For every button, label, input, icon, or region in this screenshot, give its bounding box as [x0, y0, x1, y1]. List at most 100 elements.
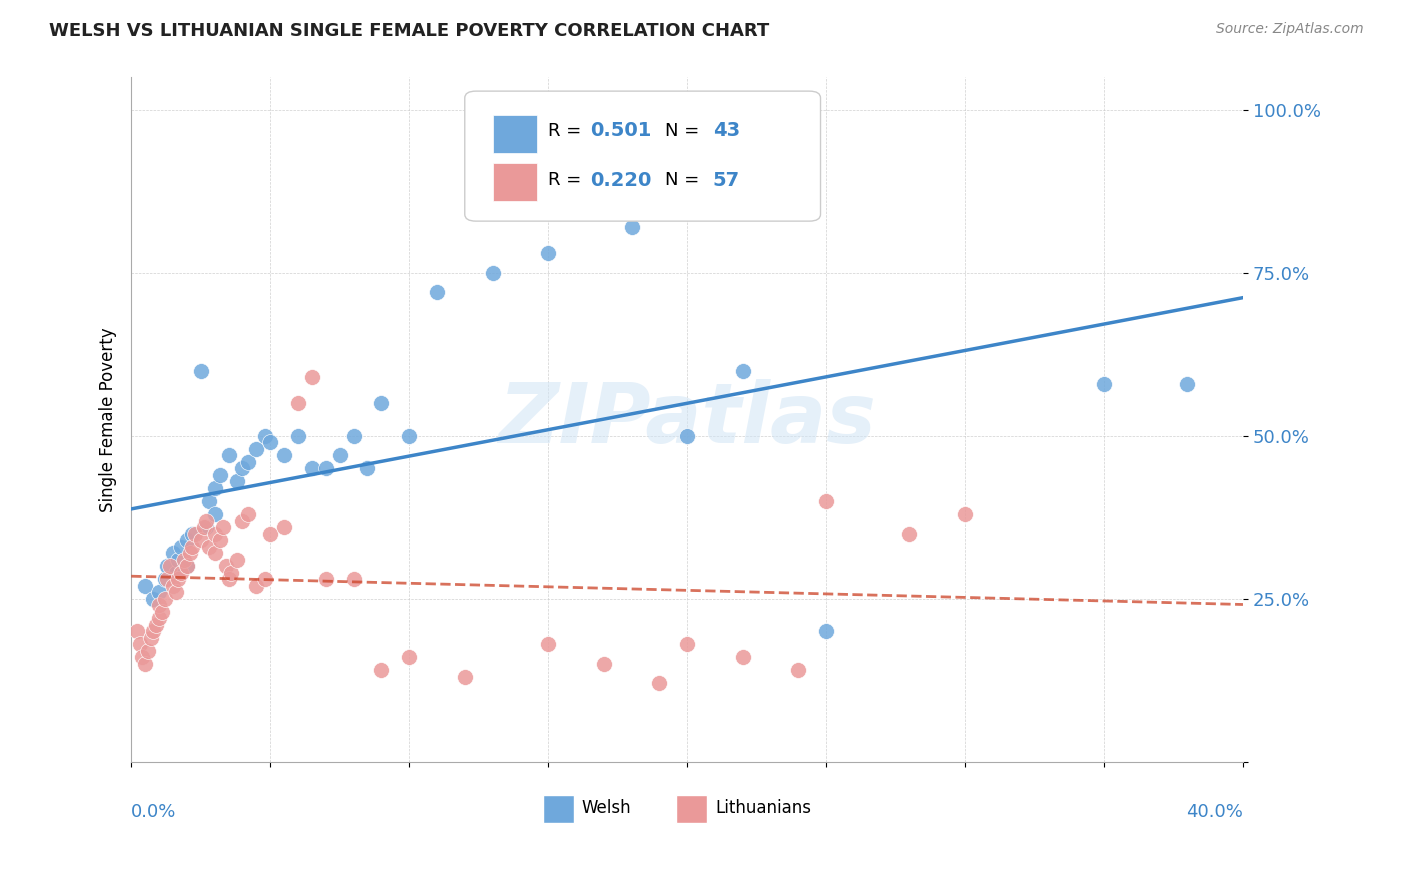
- Point: [209, 533, 232, 548]
- Point: [148, 585, 170, 599]
- Point: [342, 429, 364, 443]
- Point: [898, 526, 921, 541]
- Point: [176, 533, 198, 548]
- Point: [170, 540, 193, 554]
- Point: [481, 266, 503, 280]
- Bar: [676, 795, 707, 823]
- Point: [329, 449, 352, 463]
- Point: [159, 559, 181, 574]
- Point: [537, 246, 560, 260]
- Point: [170, 566, 193, 580]
- Point: [301, 370, 323, 384]
- Point: [370, 664, 392, 678]
- Text: WELSH VS LITHUANIAN SINGLE FEMALE POVERTY CORRELATION CHART: WELSH VS LITHUANIAN SINGLE FEMALE POVERT…: [49, 22, 769, 40]
- Point: [215, 559, 238, 574]
- Point: [301, 461, 323, 475]
- Point: [198, 494, 221, 508]
- Point: [165, 566, 187, 580]
- Point: [176, 559, 198, 574]
- Point: [398, 429, 420, 443]
- Point: [953, 507, 976, 521]
- Text: 43: 43: [713, 121, 740, 140]
- Point: [176, 559, 198, 574]
- Point: [218, 449, 240, 463]
- Point: [537, 637, 560, 651]
- Point: [204, 507, 226, 521]
- Point: [148, 611, 170, 625]
- Point: [167, 572, 190, 586]
- Point: [620, 220, 643, 235]
- Point: [398, 650, 420, 665]
- Point: [204, 526, 226, 541]
- Point: [1177, 376, 1199, 391]
- Point: [454, 670, 477, 684]
- Point: [198, 540, 221, 554]
- Text: Welsh: Welsh: [582, 799, 631, 817]
- Point: [165, 585, 187, 599]
- Point: [731, 364, 754, 378]
- Point: [342, 572, 364, 586]
- Point: [231, 461, 253, 475]
- Point: [315, 572, 337, 586]
- Point: [134, 579, 156, 593]
- Point: [204, 546, 226, 560]
- Point: [162, 579, 184, 593]
- Point: [815, 624, 838, 639]
- Bar: [543, 795, 574, 823]
- Point: [236, 507, 259, 521]
- Point: [273, 520, 295, 534]
- Point: [136, 644, 159, 658]
- Text: 57: 57: [713, 170, 740, 190]
- Text: R =: R =: [548, 171, 588, 189]
- Text: Source: ZipAtlas.com: Source: ZipAtlas.com: [1216, 22, 1364, 37]
- Point: [253, 429, 276, 443]
- Text: 0.220: 0.220: [591, 170, 652, 190]
- Bar: [492, 163, 537, 201]
- Text: N =: N =: [665, 171, 699, 189]
- Point: [195, 520, 218, 534]
- Point: [225, 475, 247, 489]
- Point: [287, 396, 309, 410]
- Point: [218, 572, 240, 586]
- Point: [287, 429, 309, 443]
- FancyBboxPatch shape: [465, 91, 821, 221]
- Point: [209, 467, 232, 482]
- Point: [648, 676, 671, 690]
- Point: [212, 520, 235, 534]
- Point: [245, 442, 267, 456]
- Point: [426, 285, 449, 300]
- Point: [676, 429, 699, 443]
- Point: [156, 572, 179, 586]
- Point: [190, 364, 212, 378]
- Point: [156, 559, 179, 574]
- Point: [245, 579, 267, 593]
- Y-axis label: Single Female Poverty: Single Female Poverty: [100, 327, 117, 512]
- Point: [273, 449, 295, 463]
- Point: [145, 617, 167, 632]
- Text: 0.501: 0.501: [591, 121, 652, 140]
- Point: [370, 396, 392, 410]
- Point: [787, 664, 810, 678]
- Text: 0.0%: 0.0%: [131, 803, 177, 821]
- Point: [142, 624, 165, 639]
- Point: [1092, 376, 1115, 391]
- Point: [259, 435, 281, 450]
- Point: [592, 657, 614, 671]
- Point: [139, 631, 162, 645]
- Point: [193, 520, 215, 534]
- Point: [125, 624, 148, 639]
- Text: N =: N =: [665, 122, 699, 140]
- Point: [236, 455, 259, 469]
- Point: [142, 591, 165, 606]
- Point: [356, 461, 378, 475]
- Text: 40.0%: 40.0%: [1187, 803, 1243, 821]
- Point: [184, 526, 207, 541]
- Point: [150, 605, 173, 619]
- Text: Lithuanians: Lithuanians: [714, 799, 811, 817]
- Bar: [492, 115, 537, 153]
- Point: [181, 540, 204, 554]
- Point: [225, 552, 247, 566]
- Point: [259, 526, 281, 541]
- Text: ZIPatlas: ZIPatlas: [498, 379, 876, 460]
- Point: [128, 637, 150, 651]
